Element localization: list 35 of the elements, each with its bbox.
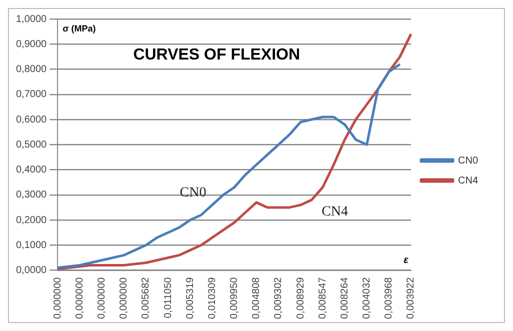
x-axis-title: ε xyxy=(404,255,409,266)
x-tick-label: 0,009302 xyxy=(273,276,284,320)
y-tick-label: 0,3000 xyxy=(16,190,48,201)
x-tick-label: 0,003968 xyxy=(384,276,395,320)
x-tick-label: 0,004808 xyxy=(251,276,262,320)
x-tick-label: 0,000000 xyxy=(96,276,108,320)
y-tick-label: 0,6000 xyxy=(16,114,48,126)
x-tick-label: 0,005682 xyxy=(140,276,152,320)
legend-label: CN0 xyxy=(458,155,478,166)
y-tick-label: 0,1000 xyxy=(16,240,48,251)
y-tick-label: 0,8000 xyxy=(16,64,48,76)
x-tick-label: 0,008929 xyxy=(295,276,306,320)
x-tick-label: 0,000000 xyxy=(118,276,130,320)
y-tick-label: 0,9000 xyxy=(16,38,48,50)
y-tick-label: 0,7000 xyxy=(16,89,48,100)
y-tick-label: 0,4000 xyxy=(16,164,48,176)
x-tick-label: 0,003922 xyxy=(406,276,417,320)
x-tick-label: 0,005319 xyxy=(184,276,196,320)
y-tick-label: 0,2000 xyxy=(16,214,48,226)
x-tick-label: 0,004032 xyxy=(362,276,373,320)
x-tick-label: 0,000000 xyxy=(52,276,64,320)
x-tick-label: 0,008264 xyxy=(339,276,350,320)
legend-label: CN4 xyxy=(458,175,478,186)
y-tick-label: 0,0000 xyxy=(16,265,48,276)
x-tick-label: 0,000000 xyxy=(74,276,86,320)
y-axis-title: σ (MPa) xyxy=(62,23,96,34)
x-tick-label: 0,009950 xyxy=(229,276,240,320)
annotation: CN0 xyxy=(180,186,206,201)
x-tick-label: 0,011050 xyxy=(162,276,174,318)
y-tick-label: 1,0000 xyxy=(16,14,48,25)
annotation: CN4 xyxy=(322,204,348,220)
y-tick-label: 0,5000 xyxy=(16,139,48,150)
x-tick-label: 0,010309 xyxy=(206,276,218,320)
x-tick-label: 0,008547 xyxy=(317,276,328,320)
text: CURVES OF FLEXION xyxy=(133,46,300,64)
